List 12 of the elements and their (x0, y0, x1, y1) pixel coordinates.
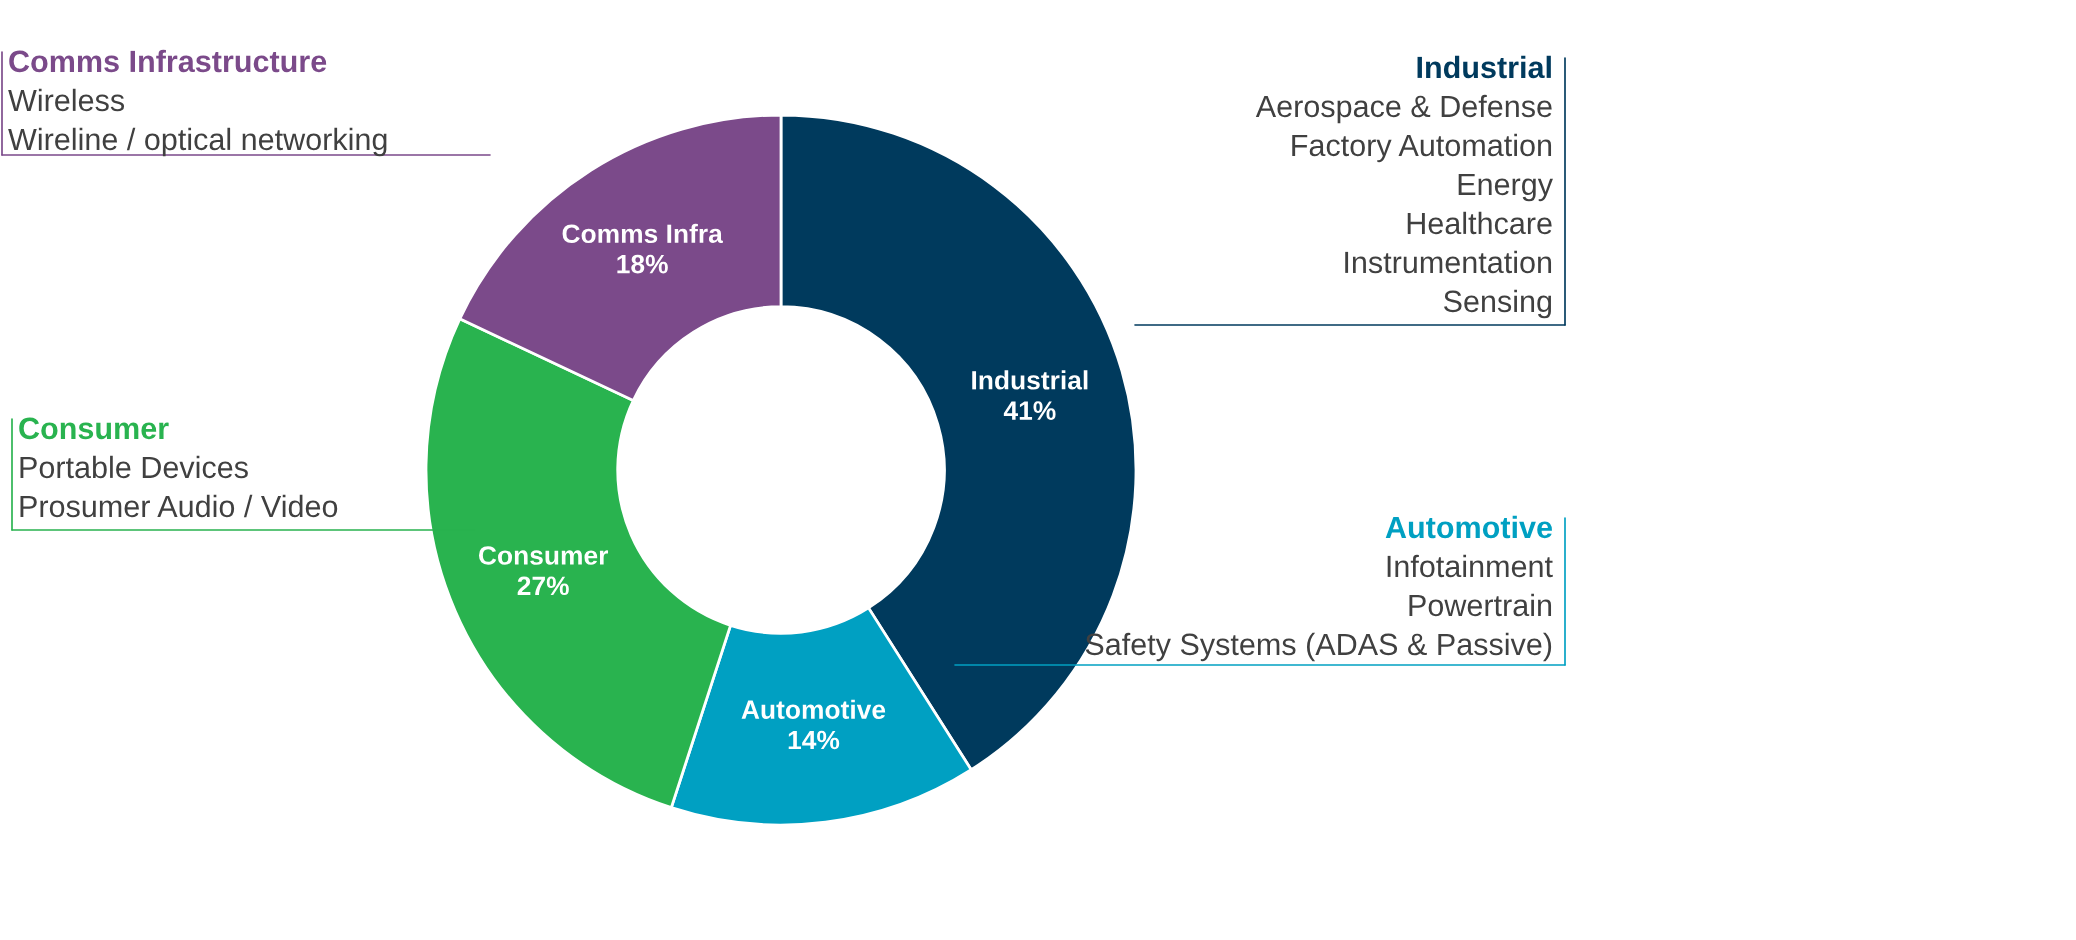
text: Industrial Aerospace & Defense Factory Automation Energy Healthcare Instrumentation Sensing (1255, 55, 1553, 319)
data-label: 14% (788, 730, 840, 750)
data-label: 41% (1003, 401, 1056, 420)
slice-label: Comms Infra (562, 223, 723, 244)
data-label: 18% (617, 254, 668, 274)
data-label: 27% (517, 576, 569, 596)
slice-label: Automotive (741, 699, 886, 720)
slice-label: Consumer (479, 546, 609, 565)
text: Comms Infrastructure Wireless Wireline / optical networking (8, 49, 387, 157)
text: Consumer Portable Devices Prosumer Audio / Video (19, 417, 338, 518)
slice-label: Industrial (972, 370, 1088, 390)
text: Automotive Infotainment Powertrain Safety Systems (ADAS & Passive) (1085, 515, 1553, 662)
